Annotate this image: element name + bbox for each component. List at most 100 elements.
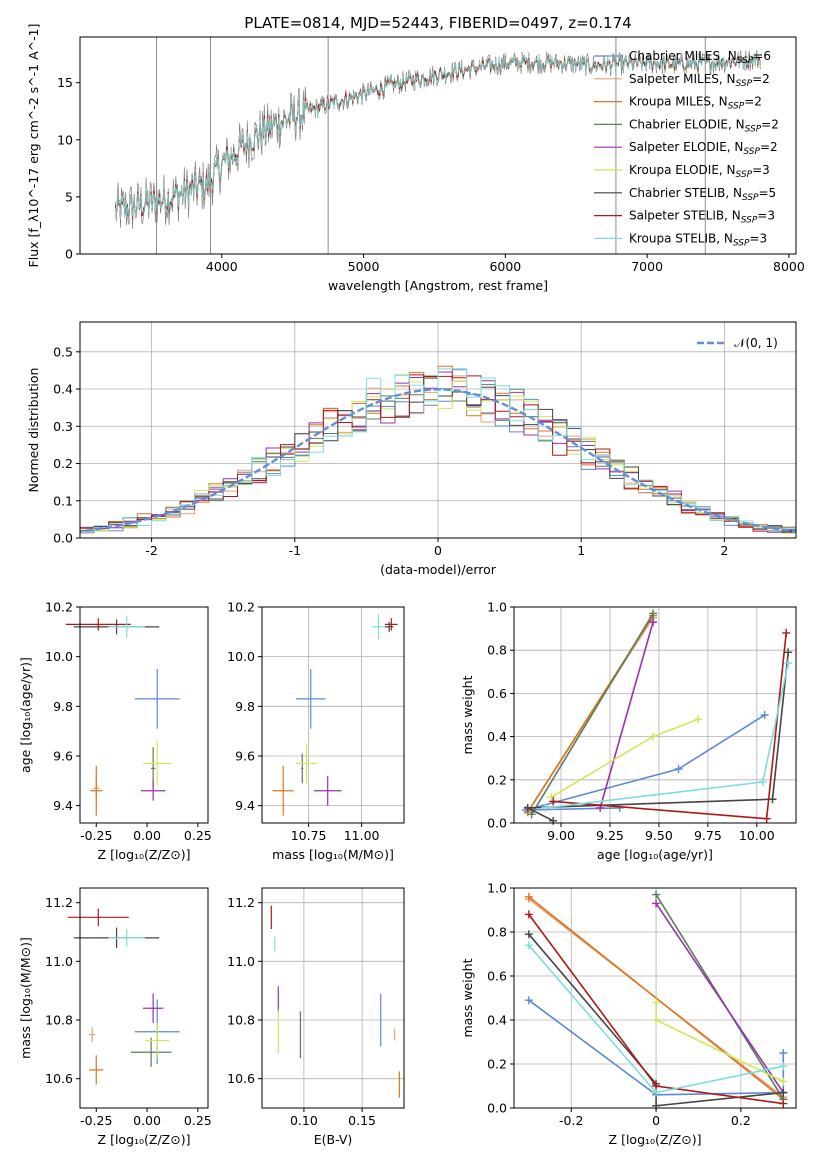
weight-marker bbox=[549, 797, 558, 806]
y-tick-label: 1.0 bbox=[487, 881, 507, 896]
x-tick-label: 11.00 bbox=[344, 828, 380, 843]
x-tick-label: -1 bbox=[289, 543, 301, 558]
plot-area-spectrum bbox=[115, 37, 761, 254]
weight-marker bbox=[649, 732, 658, 741]
axes-frame bbox=[79, 887, 209, 1109]
data-spectrum bbox=[115, 50, 761, 229]
x-axis-label: Z [log₁₀(Z/Z⊙)] bbox=[98, 1132, 191, 1147]
x-tick-label: 0.00 bbox=[133, 828, 161, 843]
weight-marker bbox=[547, 793, 556, 802]
y-tick-label: 0.8 bbox=[487, 925, 507, 940]
x-axis-label: (data-model)/error bbox=[380, 562, 497, 577]
y-tick-label: 0.4 bbox=[487, 729, 507, 744]
x-axis-label: mass [log₁₀(M/M⊙)] bbox=[272, 847, 394, 862]
x-tick-label: 9.25 bbox=[596, 828, 624, 843]
axes-mass-vs-Z: -0.25 0.00 0.25 10.6 10.8 11.0 11.2 Z [log₁₀(Z/… bbox=[18, 887, 212, 1147]
y-tick-label: 10.6 bbox=[227, 1071, 255, 1086]
axes-frame bbox=[79, 36, 797, 255]
y-tick-label: 0.8 bbox=[487, 643, 507, 658]
spectrum-legend: Chabrier MILES, NSSP=6 Salpeter MILES, NS… bbox=[594, 49, 779, 248]
weight-line bbox=[553, 632, 787, 820]
weight-line bbox=[550, 718, 699, 798]
x-axis-label: wavelength [Angstrom, rest frame] bbox=[328, 278, 548, 293]
weight-marker bbox=[784, 659, 793, 668]
y-tick-label: 10 bbox=[57, 132, 73, 147]
weight-marker bbox=[541, 803, 550, 812]
plot-area-residual-hist bbox=[80, 365, 796, 536]
y-tick-label: 9.8 bbox=[53, 699, 73, 714]
y-tick-label: 11.0 bbox=[45, 954, 73, 969]
plot-area-mass-vs-ebv bbox=[270, 905, 400, 1098]
y-tick-label: 0 bbox=[65, 247, 73, 262]
y-axis-label: mass weight bbox=[460, 675, 475, 754]
legend-label: Salpeter MILES, NSSP=2 bbox=[629, 72, 770, 89]
x-tick-label: 0.10 bbox=[290, 1113, 318, 1128]
x-tick-label: 2 bbox=[720, 543, 728, 558]
x-tick-label: 1 bbox=[577, 543, 585, 558]
y-axis-label: age [log₁₀(age/yr)] bbox=[18, 657, 33, 773]
y-tick-label: 0.4 bbox=[487, 1013, 507, 1028]
weight-line bbox=[527, 652, 789, 822]
y-tick-label: 5 bbox=[65, 189, 73, 204]
y-tick-label: 9.4 bbox=[235, 798, 255, 813]
weight-marker bbox=[652, 1088, 661, 1097]
weight-marker bbox=[782, 628, 791, 637]
plot-area-weight-vs-age bbox=[521, 609, 793, 825]
y-tick-label: 10.2 bbox=[45, 600, 73, 615]
x-tick-label: 10.00 bbox=[739, 828, 775, 843]
weight-marker bbox=[652, 890, 661, 899]
y-tick-label: 0.0 bbox=[53, 531, 73, 546]
y-tick-label: 15 bbox=[57, 75, 73, 90]
y-tick-label: 10.0 bbox=[45, 649, 73, 664]
x-tick-label: 6000 bbox=[489, 259, 521, 274]
axes-frame bbox=[513, 887, 797, 1109]
weight-line bbox=[528, 896, 784, 1100]
legend-label: Chabrier MILES, NSSP=6 bbox=[629, 49, 771, 66]
weight-marker bbox=[549, 816, 558, 825]
axes-age-vs-mass: 10.75 11.00 9.4 9.6 9.8 10.0 10.2 mass [log₁₀(M… bbox=[227, 600, 405, 862]
x-tick-label: 0.00 bbox=[133, 1113, 161, 1128]
weight-marker bbox=[674, 765, 683, 773]
y-tick-label: 10.8 bbox=[45, 1013, 73, 1028]
y-tick-label: 0.3 bbox=[53, 419, 73, 434]
x-tick-label: 0.25 bbox=[184, 1113, 212, 1128]
x-tick-label: 9.75 bbox=[694, 828, 722, 843]
weight-marker bbox=[527, 810, 536, 819]
x-axis-label: E(B-V) bbox=[314, 1132, 353, 1147]
y-tick-label: 0.0 bbox=[487, 1101, 507, 1116]
y-tick-label: 0.0 bbox=[487, 816, 507, 831]
legend-label: Chabrier STELIB, NSSP=5 bbox=[629, 186, 776, 203]
x-axis-label: age [log₁₀(age/yr)] bbox=[597, 847, 713, 862]
weight-marker bbox=[524, 930, 533, 939]
weight-marker bbox=[524, 892, 533, 901]
axes-frame bbox=[79, 606, 209, 824]
axes-frame bbox=[261, 606, 405, 824]
x-tick-label: 7000 bbox=[631, 259, 663, 274]
y-tick-label: 0.4 bbox=[53, 382, 73, 397]
y-axis-label: mass [log₁₀(M/M⊙)] bbox=[18, 937, 33, 1059]
y-tick-label: 1.0 bbox=[487, 600, 507, 615]
axes-mass-vs-ebv: 0.10 0.15 10.6 10.8 11.0 11.2 E(B-V) bbox=[227, 887, 405, 1147]
x-axis-label: Z [log₁₀(Z/Z⊙)] bbox=[609, 1132, 702, 1147]
axes-frame bbox=[261, 887, 405, 1109]
y-tick-label: 11.2 bbox=[227, 895, 255, 910]
x-tick-label: 8000 bbox=[773, 259, 805, 274]
x-tick-label: 5000 bbox=[348, 259, 380, 274]
y-tick-label: 0.2 bbox=[487, 1057, 507, 1072]
x-tick-label: 0.25 bbox=[184, 828, 212, 843]
y-tick-label: 9.4 bbox=[53, 798, 73, 813]
legend-label: Kroupa ELODIE, NSSP=3 bbox=[629, 163, 770, 180]
x-tick-label: -0.25 bbox=[80, 1113, 112, 1128]
weight-line bbox=[528, 999, 785, 1096]
weight-marker bbox=[524, 910, 533, 919]
x-tick-label: -0.25 bbox=[80, 828, 112, 843]
y-axis-label: mass weight bbox=[460, 958, 475, 1037]
weight-marker bbox=[779, 1049, 788, 1057]
plot-area-weight-vs-Z bbox=[524, 890, 788, 1110]
plot-area-age-vs-Z bbox=[65, 615, 180, 816]
x-tick-label: 4000 bbox=[206, 259, 238, 274]
weight-line bbox=[530, 613, 654, 815]
axes-frame bbox=[513, 606, 797, 824]
y-tick-label: 10.2 bbox=[227, 600, 255, 615]
y-tick-label: 0.2 bbox=[487, 772, 507, 787]
